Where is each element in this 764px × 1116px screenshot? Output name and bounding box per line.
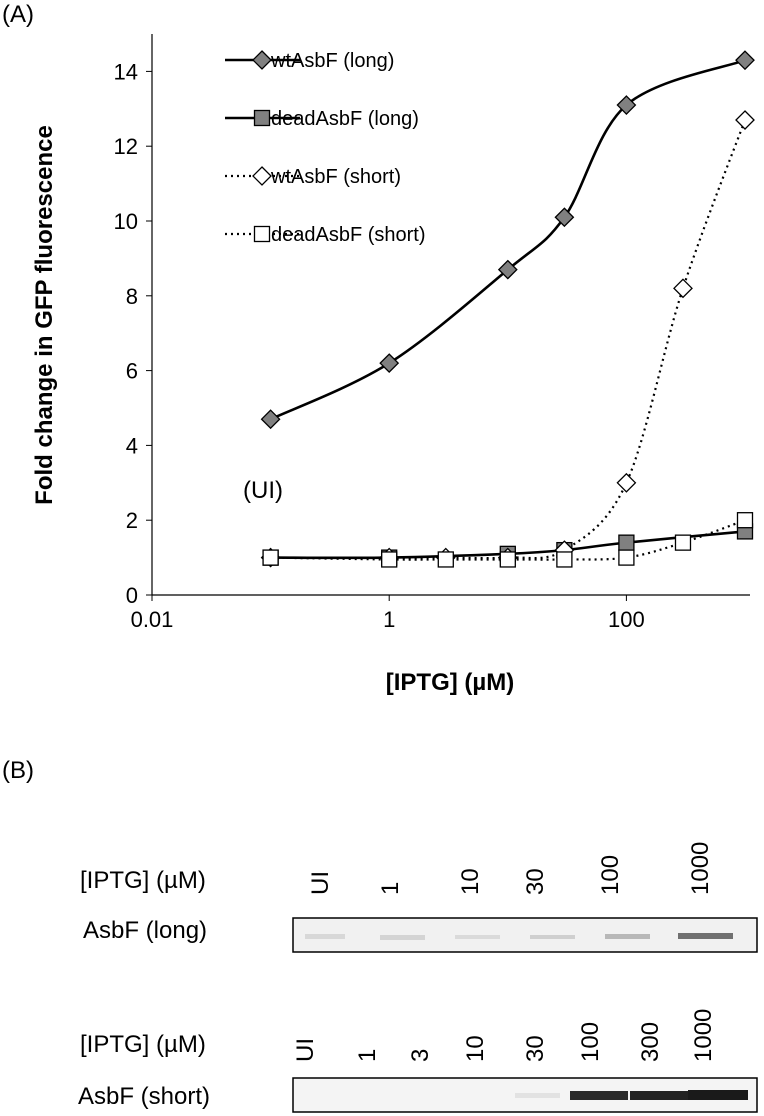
marker [253,109,271,127]
lane-label: 10 [457,868,484,895]
y-tick-label: 12 [114,134,138,159]
row-label: [IPTG] (µM) [80,867,206,894]
panel-label: (B) [2,757,34,784]
marker [618,534,635,551]
lane-label: UI [307,871,334,895]
y-tick-label: 0 [126,583,138,608]
marker [618,549,635,566]
marker [260,409,281,430]
legend-label: wtAsbF (short) [270,166,401,188]
marker [736,512,754,529]
lane-label: UI [292,1038,319,1062]
y-tick-label: 6 [126,359,138,384]
lane-label: 3 [407,1049,434,1062]
annotation: (UI) [243,477,283,504]
series-line [270,58,746,421]
lane-label: 100 [577,1022,604,1062]
marker [499,551,516,568]
lane-label: 100 [597,855,624,895]
panel-label: (A) [2,1,34,28]
marker [735,110,755,130]
row-label: [IPTG] (µM) [80,1031,206,1058]
marker [554,207,575,228]
x-tick-label: 100 [608,607,645,632]
marker [379,353,400,374]
lane-label: 30 [522,1035,549,1062]
x-tick-label: 1 [383,607,395,632]
series-line [270,519,746,561]
lane-label: 1000 [690,1009,717,1062]
gel-short [292,1077,758,1113]
marker [674,534,692,551]
marker [497,259,518,280]
gel-long [292,917,758,953]
lane-label: 10 [462,1035,489,1062]
marker [616,95,637,115]
lane-label: 1 [354,1049,381,1062]
x-tick-label: 0.01 [131,607,174,632]
protein-label: AsbF (short) [78,1083,210,1110]
marker [262,549,279,566]
marker [252,166,272,186]
marker [437,551,454,568]
y-tick-label: 4 [126,433,138,458]
x-axis-title: [IPTG] (µM) [386,669,514,696]
marker [673,278,693,299]
y-tick-label: 14 [114,59,138,84]
legend-label: wtAsbF (long) [270,50,394,72]
marker [252,50,272,70]
lane-label: 1000 [687,842,714,895]
lane-label: 300 [637,1022,664,1062]
lane-label: 30 [522,868,549,895]
y-tick-label: 10 [114,209,138,234]
marker [735,50,755,71]
marker [253,225,271,243]
marker [616,472,637,493]
y-tick-label: 2 [126,508,138,533]
y-tick-label: 8 [126,284,138,309]
legend-label: deadAsbF (long) [271,108,419,130]
lane-label: 1 [377,882,404,895]
marker [556,551,573,568]
marker [381,551,398,568]
y-axis-title: Fold change in GFP fluorescence [31,125,58,505]
series-line [270,530,746,560]
legend-label: deadAsbF (short) [271,224,426,246]
protein-label: AsbF (long) [83,917,207,944]
